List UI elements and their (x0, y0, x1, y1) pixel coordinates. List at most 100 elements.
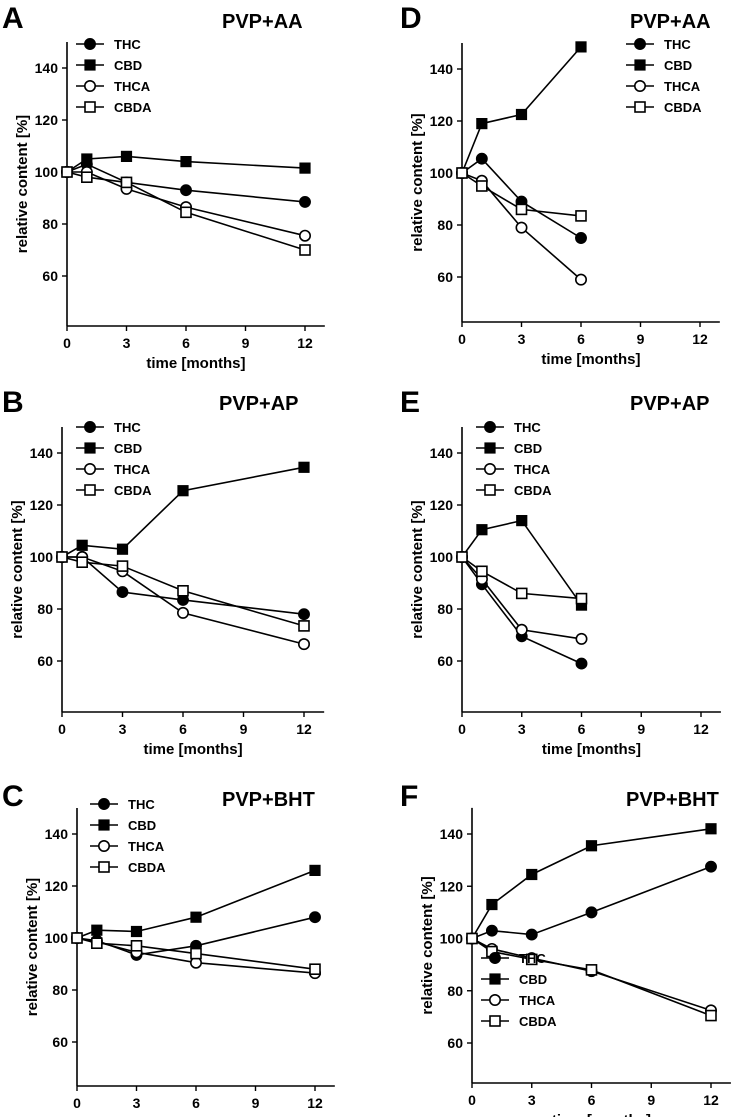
panel-title: PVP+AA (222, 11, 303, 33)
panel-title: PVP+BHT (626, 789, 719, 811)
data-point-cbda (299, 244, 311, 256)
y-tick-label: 100 (430, 165, 454, 181)
x-axis-label: time [months] (143, 741, 242, 758)
panel-title: PVP+AP (630, 393, 709, 415)
data-point-cbda (190, 947, 202, 960)
data-point-cbd (130, 925, 143, 938)
legend-marker-cbda (489, 1015, 501, 1027)
x-axis-label: time [months] (542, 741, 641, 758)
data-point-cbd (81, 153, 93, 165)
legend-marker-cbd (634, 59, 646, 71)
legend-marker-cbda (84, 484, 96, 496)
data-point-thc (309, 911, 321, 924)
panel-letter: B (2, 386, 24, 419)
legend-marker-cbda (634, 101, 646, 113)
legend-label: THC (519, 951, 546, 966)
x-tick-label: 6 (578, 721, 586, 737)
data-point-cbd (585, 840, 598, 852)
x-tick-label: 6 (588, 1092, 596, 1108)
legend-label: THC (114, 420, 141, 435)
x-tick-label: 9 (637, 721, 645, 737)
x-tick-label: 12 (692, 331, 708, 347)
x-tick-label: 3 (518, 721, 526, 737)
x-tick-label: 9 (252, 1095, 260, 1111)
y-tick-label: 60 (437, 269, 453, 285)
data-point-cbd (526, 868, 538, 881)
data-point-cbd (177, 485, 189, 497)
data-point-cbda (61, 166, 73, 178)
legend-label: THCA (128, 839, 165, 854)
legend-label: CBDA (114, 100, 152, 115)
data-point-thc (575, 657, 588, 670)
data-point-thca (177, 606, 190, 619)
x-tick-label: 9 (240, 721, 248, 737)
y-tick-label: 140 (440, 826, 464, 842)
legend-marker-thc (484, 421, 496, 433)
x-axis-label: time [months] (552, 1112, 651, 1117)
y-tick-label: 80 (42, 216, 58, 232)
series-line-thc (461, 556, 582, 665)
data-point-cbda (575, 592, 588, 605)
y-tick-label: 100 (30, 549, 54, 565)
y-tick-label: 120 (430, 497, 454, 513)
data-point-thc (485, 924, 498, 937)
series-line-thc (471, 865, 712, 940)
data-point-thca (574, 273, 587, 286)
x-tick-label: 0 (58, 721, 66, 737)
series-line-cbd (76, 869, 316, 939)
legend-marker-thca (84, 462, 97, 475)
y-tick-label: 60 (42, 268, 58, 284)
data-point-cbd (76, 539, 88, 551)
data-point-thca (515, 221, 528, 234)
series-line-cbd (461, 519, 583, 606)
data-point-cbda (466, 932, 478, 945)
series-line-thc (461, 157, 582, 239)
legend-marker-thc (489, 952, 501, 964)
y-tick-label: 100 (35, 164, 59, 180)
x-tick-label: 3 (123, 335, 131, 351)
data-point-cbd (476, 117, 488, 130)
x-tick-label: 9 (242, 335, 250, 351)
legend-label: CBDA (128, 860, 166, 875)
x-tick-label: 12 (307, 1095, 323, 1111)
legend-label: THCA (114, 462, 151, 477)
legend-marker-cbda (484, 484, 496, 496)
x-tick-label: 12 (296, 721, 312, 737)
y-tick-label: 100 (430, 549, 454, 565)
data-point-cbda (476, 180, 488, 192)
y-tick-label: 100 (440, 931, 464, 947)
data-point-cbda (76, 556, 88, 569)
data-point-cbd (180, 156, 192, 168)
x-tick-label: 0 (468, 1092, 476, 1108)
x-tick-label: 0 (73, 1095, 81, 1111)
x-tick-label: 9 (637, 331, 645, 347)
legend-marker-cbd (98, 819, 110, 831)
panel-e: 60 80 100 120 140 0 3 6 9 12 time [months] relative… (400, 386, 721, 758)
y-tick-label: 60 (447, 1035, 463, 1051)
panel-title: PVP+AA (630, 11, 711, 33)
data-point-cbd (476, 524, 488, 536)
data-point-cbda (476, 565, 488, 578)
data-point-cbd (299, 162, 311, 174)
y-tick-label: 60 (437, 653, 453, 669)
panel-letter: E (400, 386, 420, 419)
legend-marker-cbd (484, 442, 496, 454)
legend-label: CBD (664, 58, 692, 73)
series-line-cbda (461, 172, 582, 217)
data-point-cbda (120, 176, 133, 189)
data-point-cbda (71, 932, 83, 944)
data-point-cbda (575, 210, 587, 222)
legend-marker-cbd (84, 442, 96, 454)
legend-marker-thca (633, 80, 646, 93)
data-point-thc (180, 184, 192, 197)
legend-marker-thca (488, 993, 501, 1006)
legend-marker-thc (634, 38, 646, 50)
data-point-thca (515, 623, 528, 636)
legend-label: THC (664, 37, 691, 52)
legend-label: THC (128, 797, 155, 812)
legend-label: CBDA (664, 100, 702, 115)
y-tick-label: 120 (430, 113, 454, 129)
panel-a: 60 80 100 120 140 0 3 6 9 12 time [months] relative… (2, 2, 325, 372)
x-tick-label: 6 (192, 1095, 200, 1111)
data-point-cbd (190, 911, 202, 923)
